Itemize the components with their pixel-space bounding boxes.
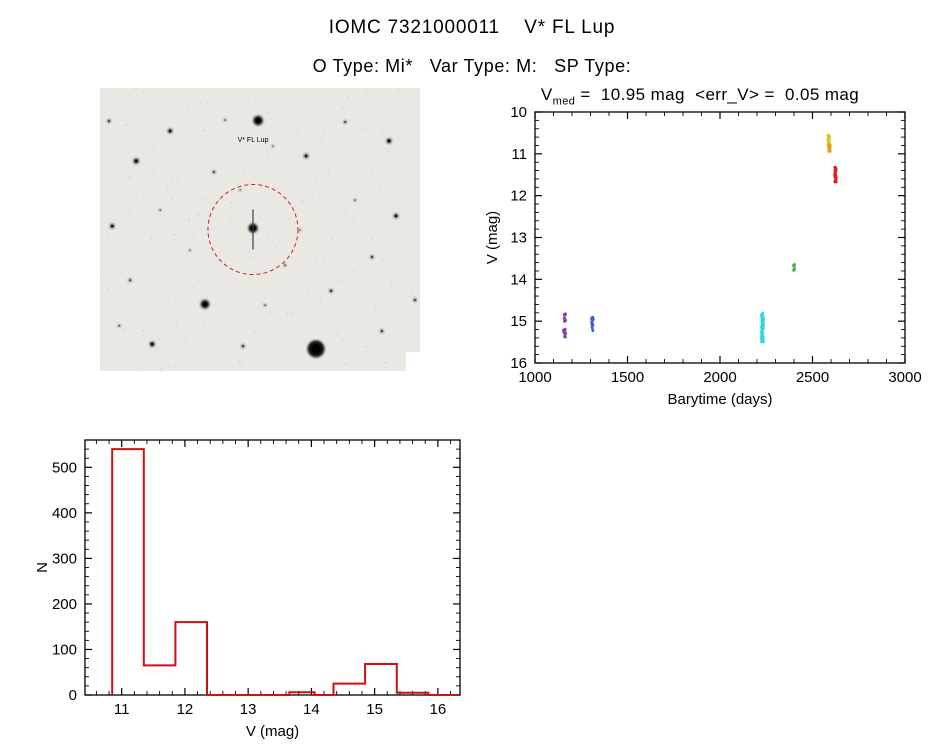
x-axis-label: Barytime (days) xyxy=(667,391,772,408)
star-core xyxy=(150,342,154,346)
plot-frame xyxy=(84,439,461,696)
y-tick-label: 300 xyxy=(52,550,77,567)
x-axis-label: V (mag) xyxy=(246,723,299,740)
x-tick-label: 1000 xyxy=(518,369,551,386)
y-tick-label: 500 xyxy=(52,459,77,476)
star-core xyxy=(413,299,416,301)
x-tick-label: 11 xyxy=(114,701,130,718)
y-tick-label: 10 xyxy=(510,104,527,121)
star-core xyxy=(387,139,391,143)
star-core xyxy=(299,229,301,231)
y-tick-label: 0 xyxy=(69,687,77,704)
star-core xyxy=(239,189,241,191)
star-core xyxy=(380,330,383,333)
star xyxy=(188,248,192,252)
y-axis-label: V (mag) xyxy=(484,211,501,264)
star-core xyxy=(224,119,226,121)
tick-labels: 1000 1500 2000 2500 3000 10 11 12 13 14 15 16 Baryti… xyxy=(484,104,922,408)
star-core xyxy=(371,256,373,258)
star xyxy=(238,188,242,192)
y-tick-label: 13 xyxy=(510,230,527,247)
y-tick-label: 16 xyxy=(510,355,527,372)
star-core xyxy=(354,199,356,201)
x-tick-label: 14 xyxy=(303,701,320,718)
data-cluster-epoch-2 xyxy=(590,315,595,332)
data-cluster-epoch-1 xyxy=(562,312,568,339)
star xyxy=(271,144,275,148)
lightcurve-plot: 1000 1500 2000 2500 3000 10 11 12 13 14 15 16 Baryti… xyxy=(484,104,922,408)
star-core xyxy=(202,301,208,307)
data-cluster-epoch-6 xyxy=(827,142,832,153)
star-core xyxy=(108,120,110,123)
x-tick-label: 2000 xyxy=(703,369,736,386)
data-cluster-epoch-4 xyxy=(792,262,796,272)
data-cluster-epoch-3 xyxy=(760,311,765,344)
star-core xyxy=(129,279,132,282)
star-core xyxy=(159,209,161,211)
page-title: IOMC 7321000011 V* FL Lup xyxy=(328,17,616,38)
star-core xyxy=(242,345,244,348)
sky-background xyxy=(100,88,420,371)
star-core xyxy=(264,304,266,306)
stars xyxy=(107,115,417,358)
plot-frame xyxy=(534,111,906,364)
histogram-outline xyxy=(111,448,457,696)
x-tick-label: 13 xyxy=(240,701,257,718)
y-tick-label: 15 xyxy=(510,313,527,330)
x-tick-label: 2500 xyxy=(796,369,829,386)
star-core xyxy=(329,289,333,292)
star-core xyxy=(311,344,321,354)
plot-axes xyxy=(84,439,461,696)
y-tick-label: 14 xyxy=(510,271,527,288)
star-core xyxy=(344,121,347,123)
x-tick-label: 16 xyxy=(430,701,447,718)
star-core xyxy=(284,264,286,266)
vmed-symbol: V xyxy=(540,85,553,104)
star-core xyxy=(255,117,261,124)
target-label: V* FL Lup xyxy=(238,137,269,144)
x-tick-label: 1500 xyxy=(611,369,644,386)
data-cluster-epoch-7 xyxy=(833,165,838,184)
star-core xyxy=(189,249,191,251)
star-core xyxy=(304,154,308,158)
x-tick-label: 15 xyxy=(366,701,383,718)
vmed-subscript: med xyxy=(552,95,576,108)
film-grain xyxy=(100,88,420,371)
star-core xyxy=(212,171,215,174)
histogram-plot: 11 12 13 14 15 16 0 100 200 300 400 500 V (mag) N xyxy=(34,439,461,740)
tick-labels: 11 12 13 14 15 16 0 100 200 300 400 500 V (mag) N xyxy=(34,459,446,740)
vmed-value-text: = 10.95 mag <err_V> = 0.05 mag xyxy=(575,85,860,104)
finding-chart-image: V* FL Lup xyxy=(100,88,420,371)
star-core xyxy=(134,159,138,163)
star-core xyxy=(110,224,114,228)
y-tick-label: 11 xyxy=(511,146,527,163)
corner-cutout xyxy=(405,352,420,371)
page-subtitle: O Type: Mi* Var Type: M: SP Type: xyxy=(312,56,632,76)
x-tick-label: 3000 xyxy=(888,369,921,386)
x-tick-label: 12 xyxy=(177,701,194,718)
star xyxy=(298,228,302,232)
y-tick-label: 100 xyxy=(52,641,77,658)
plot-axes xyxy=(534,111,906,364)
star-core xyxy=(168,129,172,133)
star-core xyxy=(394,214,398,218)
y-axis-label: N xyxy=(34,562,51,573)
target-circle xyxy=(207,184,299,275)
y-tick-label: 200 xyxy=(52,596,77,613)
y-tick-label: 400 xyxy=(52,505,77,522)
star-core xyxy=(118,324,121,327)
lightcurve-title: Vmed = 10.95 mag <err_V> = 0.05 mag xyxy=(460,85,940,107)
y-tick-label: 12 xyxy=(510,188,527,205)
star-core xyxy=(272,145,274,147)
